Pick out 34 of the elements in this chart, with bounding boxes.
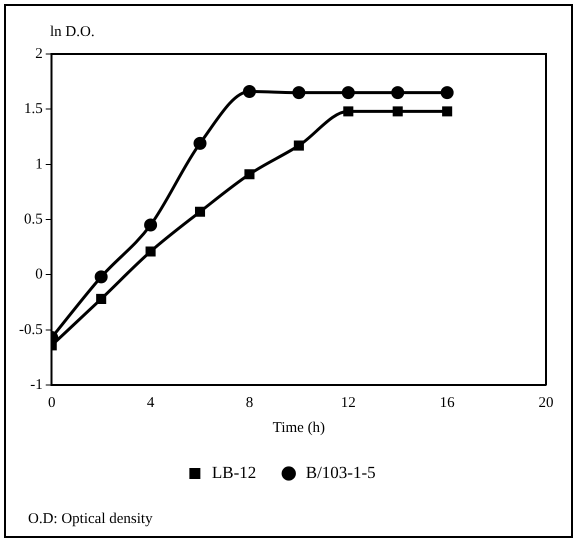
- point: [392, 106, 403, 116]
- point: [96, 294, 106, 304]
- point: [194, 206, 206, 217]
- point: [144, 218, 158, 232]
- point: [292, 86, 306, 100]
- legend-label: LB-12: [212, 462, 256, 482]
- point: [342, 86, 355, 100]
- point: [343, 106, 354, 116]
- point: [294, 140, 304, 151]
- x-tick-label: 8: [246, 394, 254, 411]
- point: [440, 86, 454, 100]
- point: [391, 86, 404, 100]
- x-tick-label: 0: [48, 394, 56, 411]
- y-axis-title: ln D.O.: [50, 24, 95, 41]
- legend-label: B/103-1-5: [306, 462, 376, 482]
- point: [146, 246, 156, 257]
- point: [442, 106, 452, 116]
- x-tick-label: 20: [538, 394, 554, 411]
- x-axis-title: Time (h): [272, 420, 326, 436]
- x-tick-label: 16: [440, 394, 456, 411]
- y-tick-label: 2: [35, 46, 43, 62]
- y-tick-label: 1: [35, 156, 43, 172]
- y-tick-label: -0.5: [18, 322, 43, 338]
- y-tick-label: 0.5: [24, 211, 43, 228]
- point: [244, 169, 254, 180]
- x-tick-label: 12: [340, 394, 356, 411]
- text: O.D: Optical density: [28, 511, 153, 528]
- x-tick-label: 4: [146, 394, 155, 411]
- y-tick-label: 0: [35, 266, 43, 283]
- point: [242, 85, 256, 98]
- y-tick-label: 1.5: [24, 101, 43, 118]
- point: [194, 136, 207, 150]
- point: [94, 270, 108, 284]
- y-tick-label: -1: [30, 376, 43, 393]
